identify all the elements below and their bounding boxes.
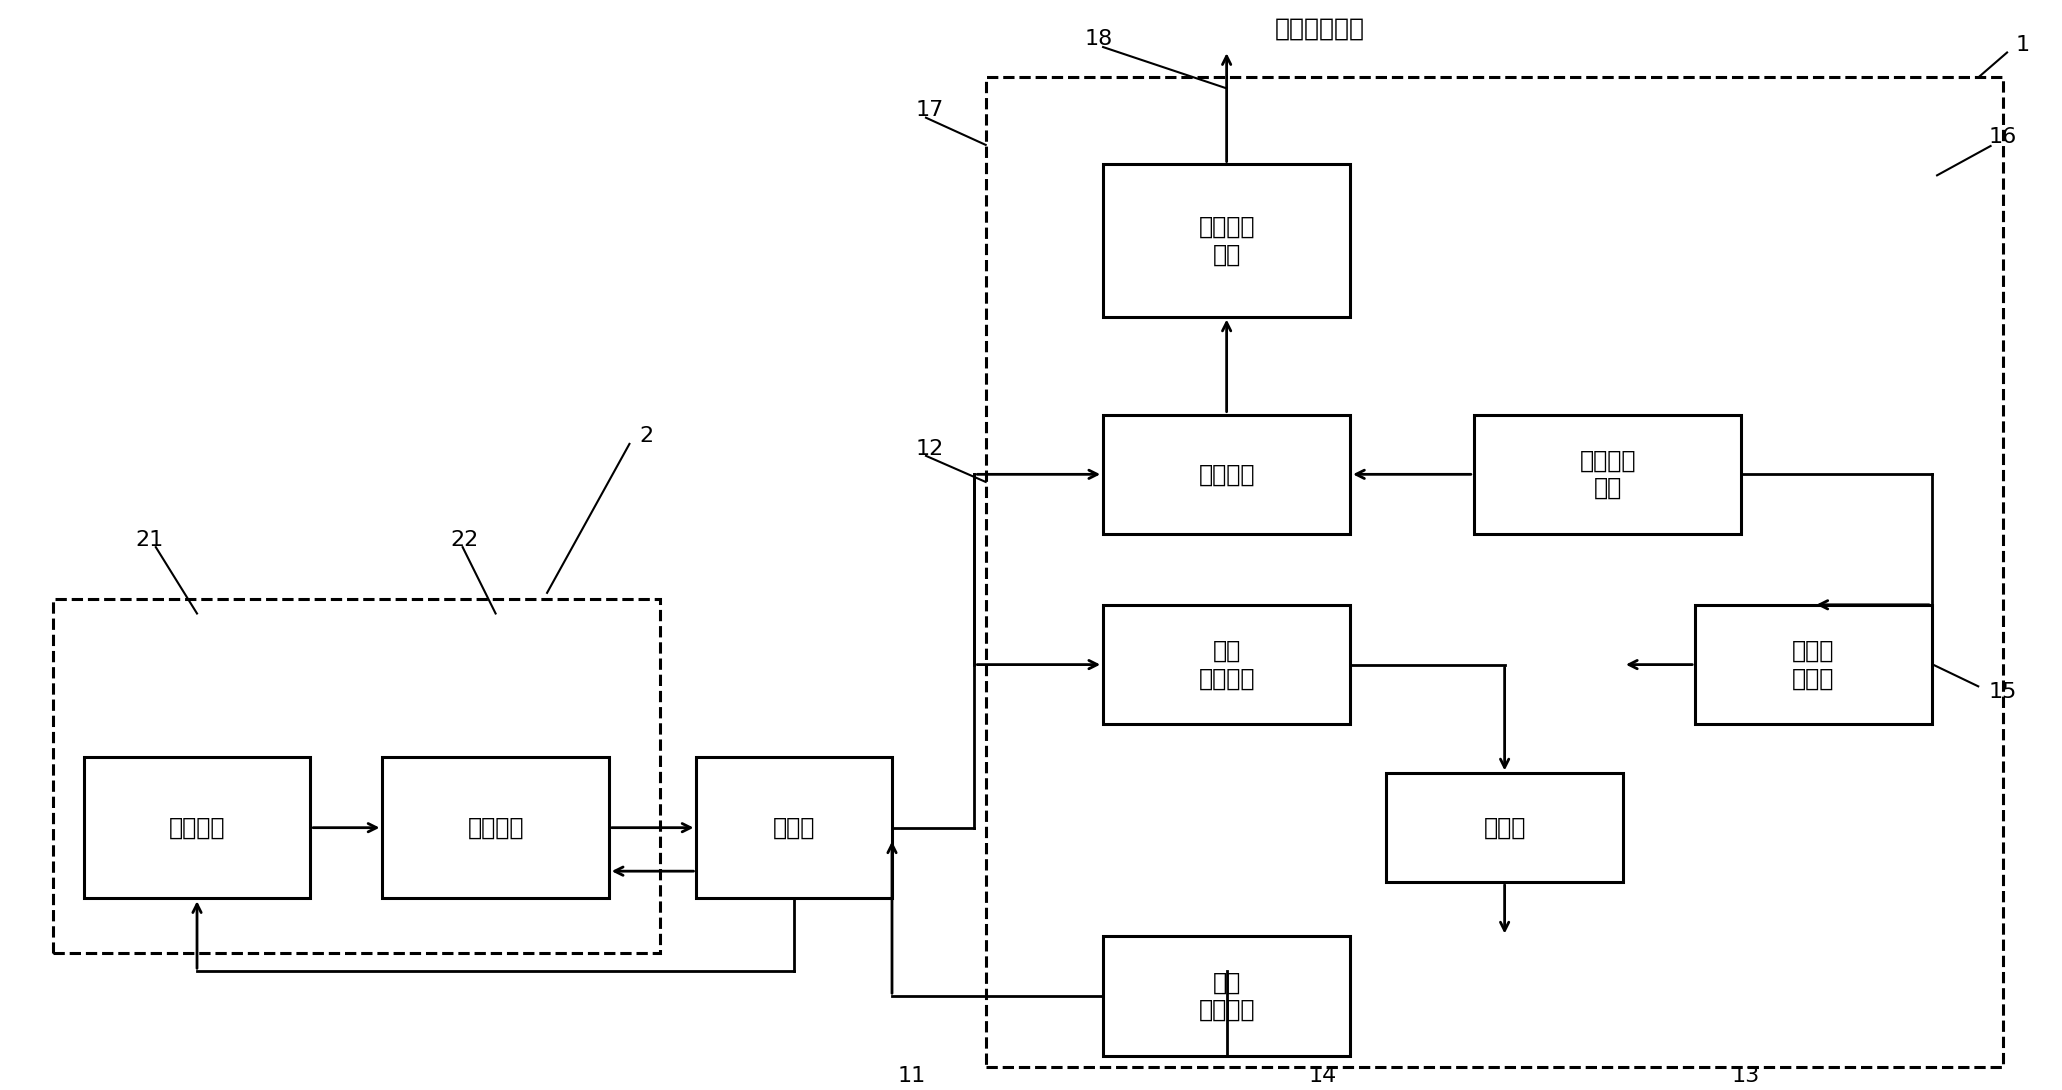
Text: 电源模块
单元: 电源模块 单元 bbox=[1579, 448, 1635, 500]
Text: 第一
耦合电路: 第一 耦合电路 bbox=[1198, 639, 1256, 690]
Text: 信号检波
单元: 信号检波 单元 bbox=[1198, 215, 1256, 266]
Text: 环行器: 环行器 bbox=[773, 815, 814, 839]
Bar bbox=[85, 758, 309, 898]
Text: 13: 13 bbox=[1732, 1066, 1759, 1086]
Text: 时钟生
成单元: 时钟生 成单元 bbox=[1792, 639, 1835, 690]
Text: 11: 11 bbox=[897, 1066, 926, 1086]
Bar bbox=[1695, 605, 1932, 725]
Text: 第二
耦合电路: 第二 耦合电路 bbox=[1198, 970, 1256, 1022]
Text: 1: 1 bbox=[2015, 35, 2029, 54]
Text: 室内单元: 室内单元 bbox=[169, 815, 225, 839]
Text: 信号检测指示: 信号检测指示 bbox=[1274, 16, 1365, 40]
Bar bbox=[1103, 936, 1351, 1056]
Text: 14: 14 bbox=[1309, 1066, 1338, 1086]
Text: 22: 22 bbox=[450, 530, 478, 549]
Text: 17: 17 bbox=[916, 100, 944, 120]
Bar bbox=[1474, 414, 1742, 534]
Text: 12: 12 bbox=[916, 439, 944, 459]
Text: 2: 2 bbox=[639, 426, 654, 446]
Text: 21: 21 bbox=[136, 530, 163, 549]
Bar bbox=[381, 758, 608, 898]
Text: 混频器: 混频器 bbox=[1483, 815, 1526, 839]
Text: 18: 18 bbox=[1085, 29, 1113, 49]
Text: 室外单元: 室外单元 bbox=[468, 815, 524, 839]
Bar bbox=[986, 77, 2002, 1067]
Bar bbox=[1386, 773, 1623, 882]
Text: 16: 16 bbox=[1988, 128, 2017, 147]
Bar bbox=[1103, 605, 1351, 725]
Text: 15: 15 bbox=[1988, 681, 2017, 702]
Bar bbox=[1103, 414, 1351, 534]
Bar bbox=[54, 600, 660, 953]
Bar bbox=[697, 758, 893, 898]
Bar bbox=[1103, 165, 1351, 317]
Text: 运放单元: 运放单元 bbox=[1198, 462, 1256, 486]
